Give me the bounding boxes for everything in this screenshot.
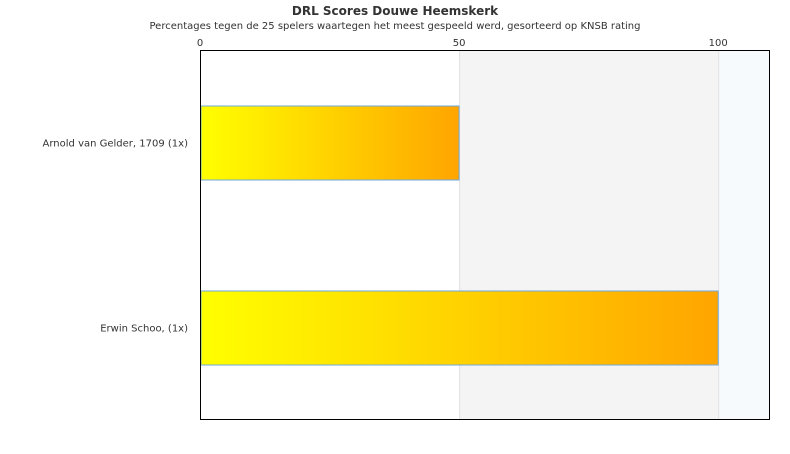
x-tick-label: 100 bbox=[709, 38, 728, 49]
bar bbox=[200, 290, 719, 366]
chart-subtitle: Percentages tegen de 25 spelers waartege… bbox=[150, 21, 641, 32]
category-label: Arnold van Gelder, 1709 (1x) bbox=[43, 139, 189, 150]
bar bbox=[200, 105, 460, 181]
category-label: Erwin Schoo, (1x) bbox=[100, 324, 188, 335]
chart-title: DRL Scores Douwe Heemskerk bbox=[292, 4, 499, 18]
x-tick-label: 50 bbox=[453, 38, 466, 49]
plot-frame bbox=[200, 50, 770, 420]
x-tick-label: 0 bbox=[197, 38, 203, 49]
plot-band bbox=[718, 50, 770, 420]
